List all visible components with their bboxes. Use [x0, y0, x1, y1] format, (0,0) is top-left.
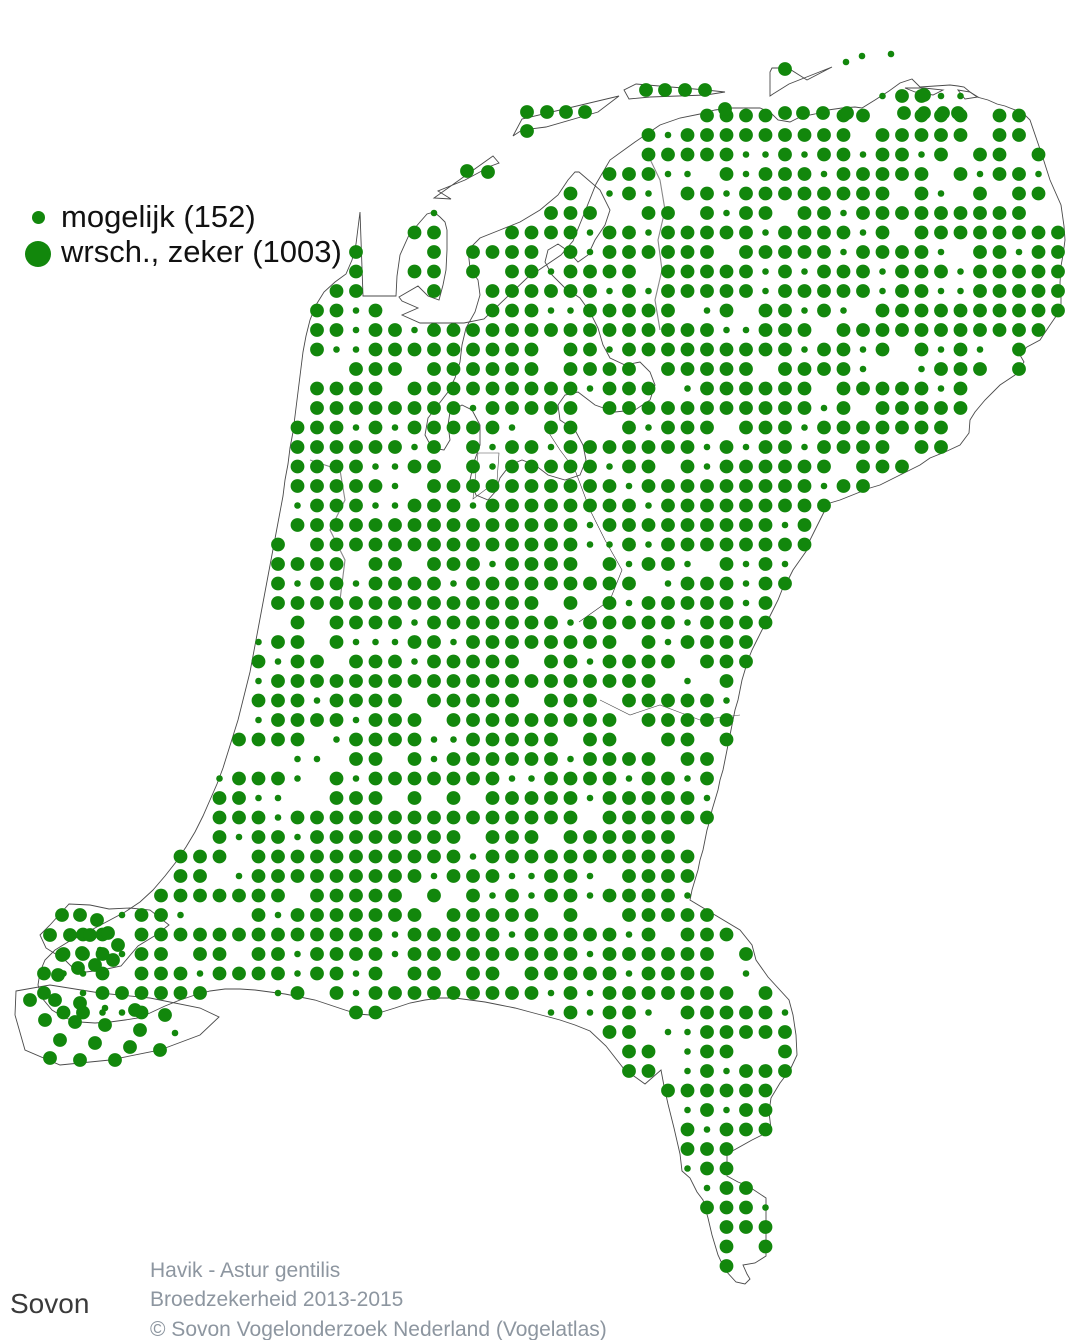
svg-text:Sovon: Sovon	[10, 1288, 89, 1316]
